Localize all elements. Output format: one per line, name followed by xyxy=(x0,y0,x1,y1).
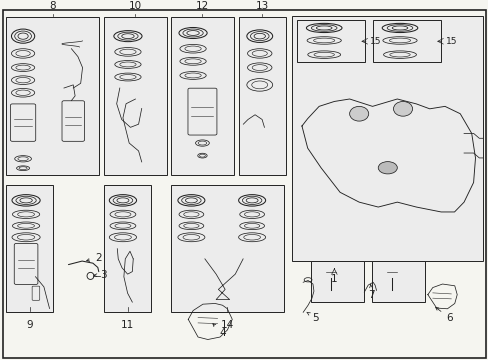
Bar xyxy=(238,17,285,175)
Text: 10: 10 xyxy=(129,1,142,11)
Text: 9: 9 xyxy=(26,320,33,330)
Bar xyxy=(372,21,440,62)
Text: 1: 1 xyxy=(330,274,337,284)
Bar xyxy=(296,21,365,62)
Text: 14: 14 xyxy=(220,320,234,330)
Bar xyxy=(171,185,283,312)
Bar xyxy=(310,261,364,302)
Text: 7: 7 xyxy=(367,284,374,300)
Bar xyxy=(292,15,482,261)
Text: 2: 2 xyxy=(86,252,102,262)
Bar xyxy=(6,185,53,312)
Bar xyxy=(371,261,425,302)
Bar xyxy=(104,185,151,312)
Ellipse shape xyxy=(393,102,412,116)
Text: 11: 11 xyxy=(121,320,134,330)
Bar xyxy=(104,17,166,175)
Bar xyxy=(6,17,99,175)
Text: 13: 13 xyxy=(255,1,268,11)
Text: 15: 15 xyxy=(369,37,381,46)
Ellipse shape xyxy=(377,162,396,174)
Text: 15: 15 xyxy=(445,37,456,46)
Ellipse shape xyxy=(349,106,368,121)
Text: 8: 8 xyxy=(49,1,56,11)
Text: 5: 5 xyxy=(306,312,318,323)
Text: 6: 6 xyxy=(435,307,452,323)
Bar xyxy=(171,17,233,175)
Text: 3: 3 xyxy=(94,270,107,280)
Text: 4: 4 xyxy=(212,324,225,338)
Text: 12: 12 xyxy=(195,1,209,11)
